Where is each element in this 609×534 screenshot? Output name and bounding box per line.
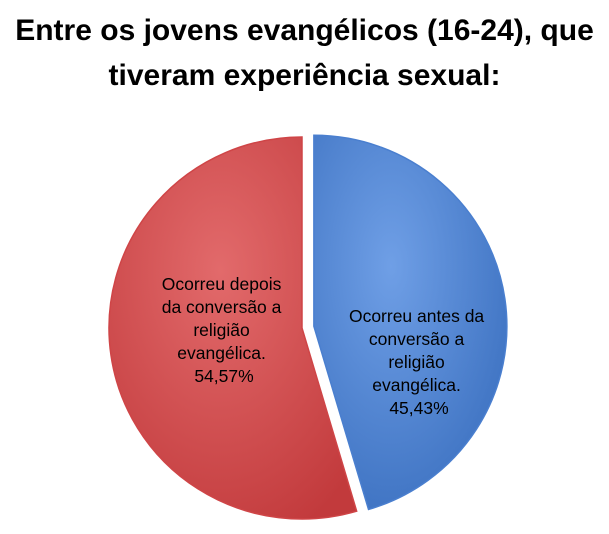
slice-label-after-line-4: evangélica. [177, 343, 266, 363]
slice-label-before-line-4: evangélica. [372, 375, 461, 395]
pie-labels: Ocorreu antes da conversão a religião ev… [162, 274, 489, 418]
chart-title: Entre os jovens evangélicos (16-24), que… [0, 8, 609, 98]
slice-label-before-line-2: conversão a [369, 329, 465, 349]
pie-slice-after [108, 136, 358, 520]
chart-title-line-2: tiveram experiência sexual: [108, 59, 501, 92]
slice-label-before-line-3: religião [388, 352, 444, 372]
pie-slices [108, 134, 508, 520]
chart-title-line-1: Entre os jovens evangélicos (16-24), que [15, 14, 594, 47]
slice-label-after-line-2: da conversão a [162, 297, 282, 317]
slice-label-after: Ocorreu depois da conversão a religião e… [162, 274, 287, 386]
slice-label-before: Ocorreu antes da conversão a religião ev… [349, 306, 489, 418]
slice-label-before-value: 45,43% [389, 398, 448, 418]
pie-slice-before [313, 134, 508, 511]
slice-label-before-line-1: Ocorreu antes da [349, 306, 484, 326]
slice-label-after-line-3: religião [193, 320, 249, 340]
slice-label-after-value: 54,57% [194, 366, 253, 386]
slice-label-after-line-1: Ocorreu depois [162, 274, 282, 294]
